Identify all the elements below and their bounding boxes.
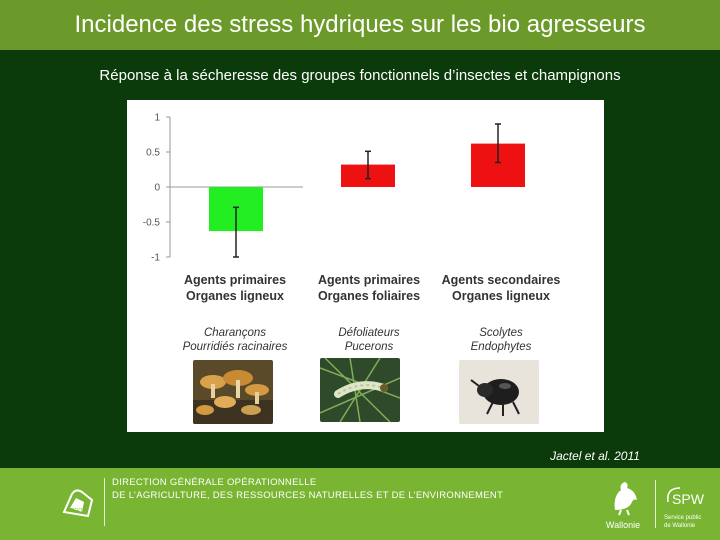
subtitle: Réponse à la sécheresse des groupes fonc…	[99, 67, 621, 84]
category-label-3: Agents secondaires Organes ligneux	[431, 272, 571, 304]
bar-chart: 1 0.5 0 -0.5 -1	[143, 113, 525, 264]
spw-label-line1: Service public	[664, 515, 702, 521]
examples-3: Scolytes Endophytes	[431, 326, 571, 354]
footer-line1: DIRECTION GÉNÉRALE OPÉRATIONNELLE	[112, 477, 317, 488]
beetle-photo	[459, 360, 539, 424]
examples-2-line2: Pucerons	[344, 341, 394, 353]
examples-3-line2: Endophytes	[470, 341, 532, 353]
category-label-2: Agents primaires Organes foliaires	[299, 272, 439, 304]
y-tick-label: 0.5	[146, 148, 160, 159]
footer: DGO3 DIRECTION GÉNÉRALE OPÉRATIONNELLE D…	[0, 468, 720, 540]
wallonie-label: Wallonie	[605, 520, 641, 530]
page-title: Incidence des stress hydriques sur les b…	[74, 11, 646, 38]
examples-1-line2: Pourridiés racinaires	[182, 341, 288, 353]
dgo3-logo-icon: DGO3	[62, 489, 94, 518]
y-tick-label: 0	[154, 183, 160, 194]
footer-direction-text: DIRECTION GÉNÉRALE OPÉRATIONNELLE DE L’A…	[112, 476, 503, 502]
y-tick-label: 1	[154, 113, 160, 124]
footer-line2: DE L’AGRICULTURE, DES RESSOURCES NATUREL…	[112, 490, 504, 501]
examples-1: Charançons Pourridiés racinaires	[165, 326, 305, 354]
category-label-1-line2: Organes ligneux	[186, 289, 284, 303]
footer-divider-left	[104, 478, 105, 526]
footer-divider-right	[655, 480, 656, 528]
citation: Jactel et al. 2011	[550, 449, 640, 463]
category-label-3-line1: Agents secondaires	[441, 273, 561, 287]
y-tick-label: -0.5	[143, 218, 161, 229]
examples-2: Défoliateurs Pucerons	[299, 326, 439, 354]
examples-1-line1: Charançons	[203, 327, 266, 339]
spw-logo-icon: SPW	[666, 487, 705, 507]
mushrooms-photo	[193, 360, 273, 424]
y-tick-label: -1	[151, 253, 160, 264]
category-label-3-line2: Organes ligneux	[452, 289, 550, 303]
wallonie-rooster-icon	[614, 482, 637, 516]
category-label-1-line1: Agents primaires	[183, 273, 287, 287]
examples-3-line1: Scolytes	[479, 327, 523, 339]
examples-2-line1: Défoliateurs	[338, 327, 400, 339]
category-label-1: Agents primaires Organes ligneux	[165, 272, 305, 304]
spw-logo-text: SPW	[672, 491, 705, 507]
caterpillar-photo	[320, 358, 400, 422]
category-label-2-line1: Agents primaires	[317, 273, 421, 287]
spw-label-line2: de Wallonie	[664, 523, 696, 529]
header-bar: Incidence des stress hydriques sur les b…	[0, 0, 720, 50]
spw-label: Service public de Wallonie	[664, 514, 712, 530]
category-label-2-line2: Organes foliaires	[317, 289, 421, 303]
svg-text:DGO3: DGO3	[71, 508, 85, 514]
